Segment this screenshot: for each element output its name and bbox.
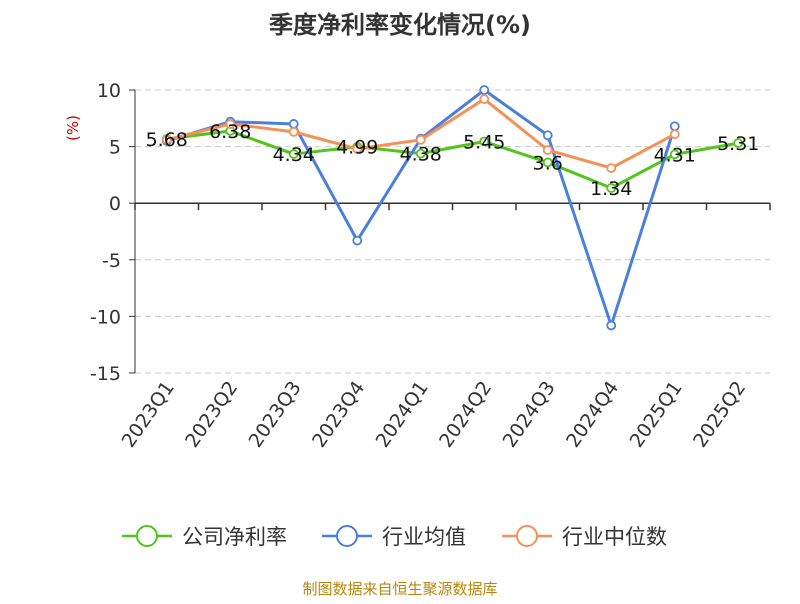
- data-point: [288, 126, 299, 137]
- y-tick-label: -10: [90, 306, 121, 328]
- y-tick-label: -5: [102, 250, 121, 272]
- data-label-layer: 5.68 6.38 4.34 4.99 4.38 5.45 3.6 1.34 4.31 5.31: [146, 121, 760, 200]
- data-point: [733, 138, 744, 148]
- data-label: 1.34: [590, 178, 632, 200]
- data-point: [161, 134, 172, 145]
- data-point: [542, 145, 553, 155]
- series-layer: [161, 85, 744, 331]
- data-point: [288, 149, 299, 159]
- y-tick-label: 5: [109, 137, 121, 159]
- data-point: [542, 157, 553, 168]
- legend-item: 行业均值: [322, 525, 466, 549]
- data-point: [669, 149, 680, 160]
- legend-marker: [336, 525, 358, 547]
- data-point: [479, 136, 490, 147]
- legend-item: 行业中位数: [502, 525, 667, 549]
- series-line: [166, 129, 739, 190]
- data-label: 5.45: [463, 132, 505, 154]
- data-point: [669, 129, 680, 140]
- data-point: [352, 143, 363, 154]
- data-label: 5.68: [146, 129, 188, 151]
- data-point: [288, 119, 299, 129]
- x-tick-label: 2024Q3: [499, 377, 560, 451]
- x-tick-label: 2024Q1: [372, 377, 433, 451]
- y-tick-label: -15: [90, 363, 121, 385]
- data-label: 5.31: [717, 133, 759, 155]
- data-label: 4.34: [273, 144, 315, 166]
- y-tick-label: 10: [97, 80, 121, 102]
- source-note: 制图数据来自恒生聚源数据库: [302, 580, 497, 598]
- legend-label: 行业均值: [382, 525, 466, 549]
- legend-label: 公司净利率: [182, 525, 287, 549]
- data-point: [415, 134, 426, 145]
- data-label: 6.38: [209, 121, 251, 143]
- y-axis-unit: (%): [64, 115, 82, 141]
- data-point: [225, 119, 236, 129]
- data-label: 4.99: [336, 137, 378, 159]
- x-tick-label: 2025Q2: [689, 377, 750, 451]
- data-point: [606, 183, 617, 193]
- data-point: [352, 235, 363, 246]
- legend-marker: [516, 525, 538, 547]
- data-point: [669, 121, 680, 132]
- x-tick-label: 2023Q3: [245, 377, 306, 451]
- x-tick-label: 2023Q4: [308, 377, 369, 451]
- data-point: [606, 320, 617, 331]
- legend: 公司净利率 行业均值 行业中位数: [122, 525, 667, 549]
- y-tick-label: 0: [109, 193, 121, 215]
- legend-marker: [136, 525, 158, 547]
- data-point: [542, 130, 553, 141]
- x-tick-label: 2024Q2: [435, 377, 496, 451]
- grid-layer: [135, 89, 770, 374]
- legend-label: 行业中位数: [562, 525, 667, 549]
- x-tick-label: 2024Q4: [562, 377, 623, 451]
- x-tick-label: 2025Q1: [626, 377, 687, 451]
- x-tick-label: 2023Q1: [118, 377, 179, 451]
- data-point: [479, 94, 490, 104]
- x-tick-label: 2023Q2: [181, 377, 242, 451]
- data-label: 4.38: [400, 144, 442, 166]
- data-label: 4.31: [654, 144, 696, 166]
- chart-title: 季度净利率变化情况(%): [269, 11, 531, 39]
- data-point: [606, 163, 617, 174]
- data-label: 3.6: [533, 152, 563, 174]
- data-point: [479, 85, 490, 95]
- legend-item: 公司净利率: [122, 525, 287, 549]
- data-point: [415, 148, 426, 159]
